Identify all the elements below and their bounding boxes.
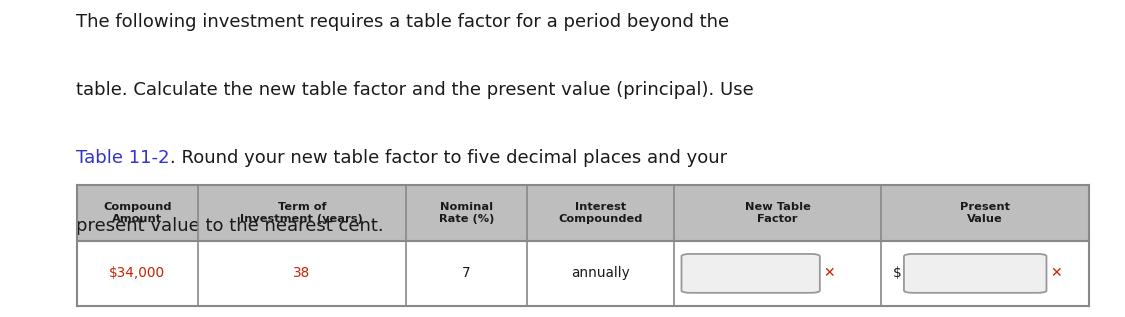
Bar bbox=[76, 241, 1089, 306]
Text: ✕: ✕ bbox=[1051, 266, 1062, 280]
Text: Table 11-2: Table 11-2 bbox=[76, 149, 170, 167]
Bar bbox=[76, 185, 1089, 241]
Text: $: $ bbox=[893, 266, 901, 280]
Text: Nominal
Rate (%): Nominal Rate (%) bbox=[439, 202, 494, 224]
Text: Term of
Investment (years): Term of Investment (years) bbox=[241, 202, 363, 224]
Text: 7: 7 bbox=[462, 266, 470, 280]
Text: Interest
Compounded: Interest Compounded bbox=[558, 202, 642, 224]
Text: . Round your new table factor to five decimal places and your: . Round your new table factor to five de… bbox=[170, 149, 727, 167]
Text: table. Calculate the new table factor and the present value (principal). Use: table. Calculate the new table factor an… bbox=[76, 81, 754, 99]
Text: Present
Value: Present Value bbox=[961, 202, 1010, 224]
Text: $34,000: $34,000 bbox=[109, 266, 165, 280]
Text: The following investment requires a table factor for a period beyond the: The following investment requires a tabl… bbox=[76, 13, 730, 31]
Text: New Table
Factor: New Table Factor bbox=[745, 202, 811, 224]
Text: 38: 38 bbox=[294, 266, 310, 280]
Text: Compound
Amount: Compound Amount bbox=[104, 202, 171, 224]
Text: ✕: ✕ bbox=[824, 266, 836, 280]
FancyBboxPatch shape bbox=[904, 254, 1046, 293]
Text: present value to the nearest cent.: present value to the nearest cent. bbox=[76, 217, 384, 235]
FancyBboxPatch shape bbox=[682, 254, 820, 293]
Text: annually: annually bbox=[572, 266, 630, 280]
